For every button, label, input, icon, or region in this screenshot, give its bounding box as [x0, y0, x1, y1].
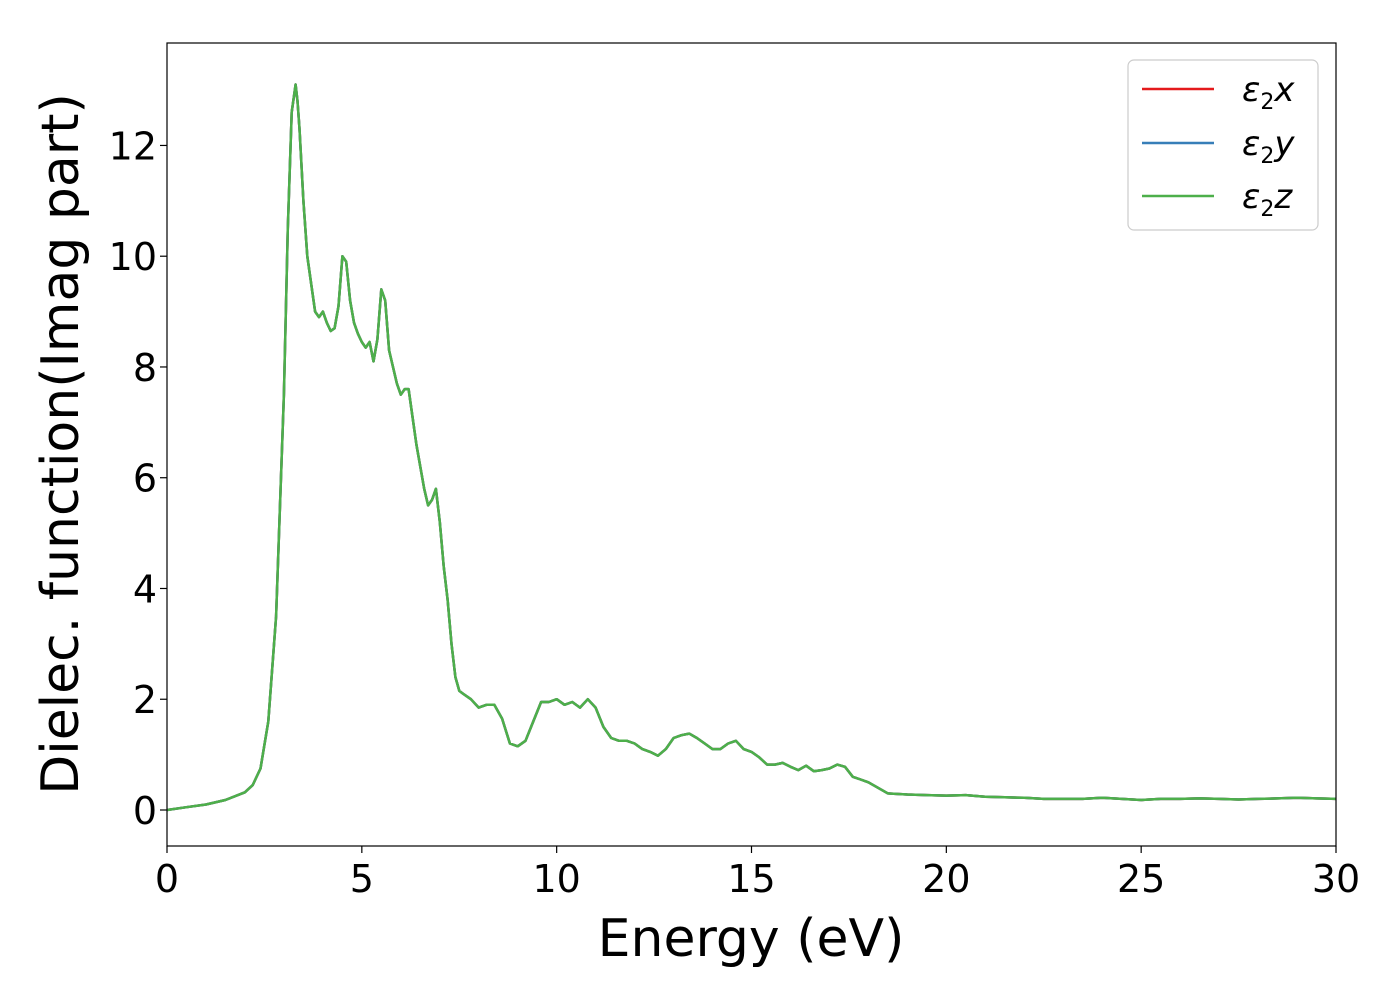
x-tick-label-4: 20 [922, 857, 970, 901]
y-tick-label-2: 4 [133, 567, 157, 611]
legend-label-x: ε2x [1242, 70, 1295, 115]
x-axis-label: Energy (eV) [598, 909, 905, 969]
x-tick-label-6: 30 [1312, 857, 1360, 901]
y-tick-label-5: 10 [109, 235, 157, 279]
series-layer [166, 83, 1337, 812]
y-tick-label-1: 2 [133, 678, 157, 722]
y-axis: 0 2 4 6 8 10 12 [109, 124, 167, 833]
x-axis: 0 5 10 15 20 25 30 [155, 846, 1360, 901]
y-tick-label-6: 12 [109, 124, 157, 168]
series-line-2 [166, 83, 1337, 812]
y-tick-label-0: 0 [133, 789, 157, 833]
y-tick-label-3: 6 [133, 457, 157, 501]
y-axis-label: Dielec. function(Imag part) [31, 93, 91, 795]
legend-box [1127, 59, 1319, 231]
legend-label-y: ε2y [1242, 124, 1295, 169]
x-tick-label-5: 25 [1117, 857, 1165, 901]
x-tick-label-2: 10 [532, 857, 580, 901]
x-tick-label-3: 15 [727, 857, 775, 901]
legend: ε2x ε2y ε2z [1127, 59, 1319, 231]
legend-label-z: ε2z [1242, 177, 1293, 222]
x-tick-label-1: 5 [350, 857, 374, 901]
x-tick-label-0: 0 [155, 857, 179, 901]
y-tick-label-4: 8 [133, 346, 157, 390]
